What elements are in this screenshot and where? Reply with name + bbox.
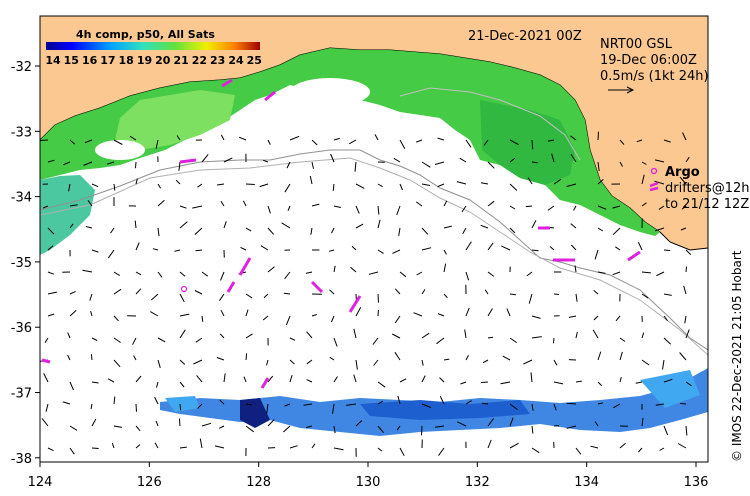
colorbar-tick-label: 16 xyxy=(82,54,98,67)
drifter-tracks xyxy=(41,78,641,389)
sst-east-patch xyxy=(480,100,575,185)
colorbar-tick-label: 21 xyxy=(173,54,188,67)
y-tick-label: -37 xyxy=(11,387,32,402)
colorbar-tick-label: 25 xyxy=(247,54,262,67)
credit-text: © IMOS 22-Dec-2021 21:05 Hobart xyxy=(730,250,744,462)
x-tick-label: 136 xyxy=(684,475,709,490)
argo-legend-icon xyxy=(650,167,658,175)
colorbar-tick-label: 15 xyxy=(64,54,79,67)
colorbar-tick-label: 24 xyxy=(228,54,244,67)
x-tick-label: 128 xyxy=(246,475,271,490)
argo-label: Argo xyxy=(665,165,700,180)
current-vector-field xyxy=(40,131,692,457)
colorbar-tick-label: 19 xyxy=(137,54,152,67)
x-tick-label: 124 xyxy=(28,475,53,490)
x-tick-label: 134 xyxy=(574,475,599,490)
current-scale: 0.5m/s (1kt 24h) xyxy=(600,69,709,84)
x-tick-label: 132 xyxy=(465,475,490,490)
current-product: NRT00 GSL xyxy=(600,37,673,52)
drifters-label: drifters@12h xyxy=(665,181,750,196)
bathymetry-contour xyxy=(40,149,708,351)
drifters-time-label: to 21/12 12Z xyxy=(665,197,749,212)
y-tick-label: -35 xyxy=(11,256,32,271)
y-tick-label: -34 xyxy=(11,191,32,206)
colorbar-tick-label: 17 xyxy=(100,54,115,67)
current-time: 19-Dec 06:00Z xyxy=(600,53,697,68)
colorbar-tick-label: 18 xyxy=(119,54,134,67)
x-tick-label: 130 xyxy=(356,475,381,490)
drifter-legend-icon xyxy=(649,181,659,192)
x-tick-label: 126 xyxy=(137,475,162,490)
sst-light-green-patch xyxy=(115,90,235,150)
colorbar-tick-label: 14 xyxy=(45,54,61,67)
y-tick-label: -33 xyxy=(11,125,32,140)
sst-west-patch xyxy=(40,175,95,255)
colorbar-ticks: 14 15 16 17 18 19 20 21 22 23 24 25 xyxy=(45,54,262,67)
scale-arrow-icon xyxy=(608,86,635,94)
y-tick-label: -36 xyxy=(11,321,32,336)
y-tick-label: -32 xyxy=(11,60,32,75)
y-tick-label: -38 xyxy=(11,452,32,467)
colorbar-tick-label: 20 xyxy=(155,54,171,67)
y-axis: -32 -33 -34 -35 -36 -37 -38 xyxy=(11,60,40,467)
colorbar-tick-label: 22 xyxy=(192,54,207,67)
x-axis: 124 126 128 130 132 134 136 xyxy=(28,462,709,490)
colorbar-title: 4h comp, p50, All Sats xyxy=(76,28,215,41)
colorbar xyxy=(46,42,260,50)
map-date: 21-Dec-2021 00Z xyxy=(468,29,582,44)
colorbar-tick-label: 23 xyxy=(210,54,225,67)
argo-float xyxy=(180,285,188,293)
